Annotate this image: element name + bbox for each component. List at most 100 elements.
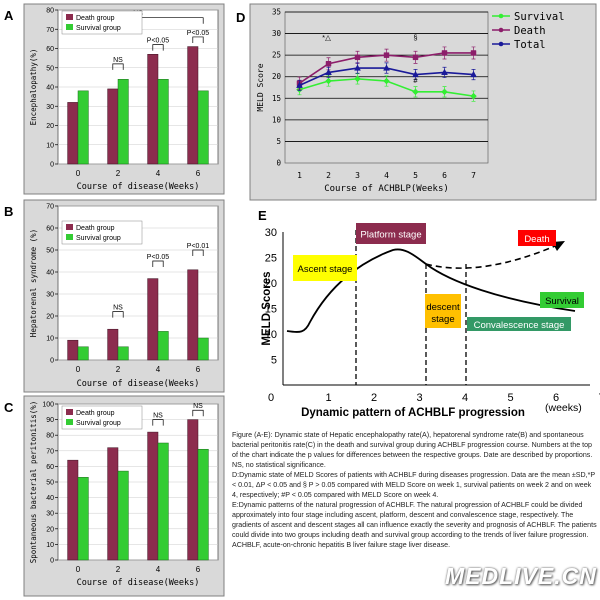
panel-e-origin-label: 0 bbox=[268, 392, 274, 404]
panel-a-survival-bar bbox=[197, 90, 209, 165]
panel-a-encephalopathy-chart: A 010203040506070800246NSP<0.05P<0.05NSD… bbox=[4, 3, 225, 195]
panel-c-legend-survival-label: Survival group bbox=[76, 420, 121, 427]
panel-d-survival-point bbox=[325, 77, 332, 85]
panel-b-significance-label: NS bbox=[113, 305, 123, 312]
panel-b-survival-bar bbox=[157, 331, 169, 361]
panel-d-y-tick-label: 20 bbox=[272, 72, 282, 81]
panel-d-survival-point bbox=[441, 88, 448, 96]
panel-b-death-bar bbox=[107, 328, 119, 361]
panel-a-legend-death-swatch bbox=[66, 14, 73, 20]
panel-e-x-tick-label: 6 bbox=[553, 392, 559, 404]
panel-e-x-tick-label: 5 bbox=[507, 392, 513, 404]
panel-d-total-point bbox=[470, 70, 477, 78]
panel-e-y-tick-label: 5 bbox=[271, 355, 277, 367]
panel-d-x-tick-label: 3 bbox=[355, 171, 360, 180]
panel-d-y-tick-label: 25 bbox=[272, 51, 281, 60]
figure-caption: Figure (A-E): Dynamic state of Hepatic e… bbox=[232, 430, 598, 550]
panel-c-y-tick-label: 60 bbox=[46, 464, 54, 471]
panel-a-death-bar bbox=[67, 102, 79, 165]
panel-e-x-axis-title: Dynamic pattern of ACHBLF progression bbox=[301, 407, 525, 419]
panel-e-descent-stage-box bbox=[425, 294, 461, 328]
caption-paragraph-e: E:Dynamic patterns of the natural progre… bbox=[232, 501, 597, 549]
panel-b-legend-box bbox=[61, 220, 143, 245]
panel-c-significance-bracket bbox=[192, 409, 204, 417]
panel-c-y-tick-label: 40 bbox=[46, 495, 54, 502]
panel-d-y-tick-label: 10 bbox=[272, 115, 282, 124]
panel-b-y-tick-label: 60 bbox=[46, 226, 54, 233]
panel-d-x-tick-label: 4 bbox=[384, 171, 389, 180]
panel-b-legend-death-swatch bbox=[66, 224, 73, 230]
panel-a-y-tick-label: 60 bbox=[46, 46, 54, 53]
panel-c-legend-death-label: Death group bbox=[76, 410, 115, 417]
panel-a-significance-bracket bbox=[112, 63, 124, 70]
panel-d-significance-mark: *△ bbox=[322, 33, 332, 42]
panel-e-ascent-stage-box bbox=[293, 255, 357, 281]
panel-c-y-tick-label: 70 bbox=[46, 448, 54, 455]
panel-b-x-tick-label: 0 bbox=[76, 365, 81, 374]
panel-b-death-bar bbox=[187, 269, 199, 361]
panel-b-y-tick-label: 0 bbox=[50, 358, 54, 365]
panel-c-legend-box bbox=[61, 405, 143, 430]
panel-c-y-tick-label: 0 bbox=[50, 558, 54, 565]
panel-d-y-tick-label: 30 bbox=[272, 29, 282, 38]
panel-b-significance-bracket bbox=[152, 260, 164, 267]
panel-d-label: D bbox=[236, 10, 245, 25]
panel-d-x-axis-title: Course of ACHBLP(Weeks) bbox=[324, 184, 449, 194]
panel-c-death-bar bbox=[147, 431, 159, 561]
panel-c-y-tick-label: 30 bbox=[46, 511, 54, 518]
panel-c-sbp-chart: C 0 10 20 30 40 50 60 70 80 90 100 0 2 4 6 NS NS Death gr… bbox=[4, 395, 225, 597]
panel-c-legend-survival-swatch bbox=[66, 419, 73, 425]
panel-e-survival-outcome-label: Survival bbox=[545, 296, 579, 307]
panel-b-hepatorenal-chart: B 0 10 20 30 40 50 60 70 0 2 4 6 NS P<0.05 P<0.01 Death… bbox=[4, 199, 225, 393]
panel-e-ascent-stage-label: Ascent stage bbox=[298, 264, 353, 275]
panel-a-x-axis-title: Course of disease(Weeks) bbox=[77, 182, 200, 192]
panel-c-survival-bar bbox=[117, 470, 129, 561]
panel-b-legend-survival-swatch bbox=[66, 234, 73, 240]
panel-a-legend-box bbox=[61, 10, 143, 35]
panel-b-label: B bbox=[4, 204, 13, 219]
panel-c-survival-bar bbox=[77, 477, 89, 561]
panel-e-death-outcome-box bbox=[518, 230, 556, 246]
panel-a-y-tick-label: 10 bbox=[46, 142, 54, 149]
panel-d-total-point bbox=[325, 68, 332, 75]
panel-a-legend-survival-swatch bbox=[66, 24, 73, 30]
panel-d-total-point bbox=[296, 81, 303, 88]
panel-d-death-point bbox=[470, 50, 477, 56]
panel-d-y-tick-label: 0 bbox=[276, 159, 281, 168]
panel-a-significance-bracket bbox=[152, 44, 164, 51]
panel-d-survival-point bbox=[354, 75, 361, 83]
panel-d-x-tick-label: 5 bbox=[413, 171, 418, 180]
panel-a-y-tick-label: 40 bbox=[46, 85, 54, 92]
panel-d-legend-survival-marker bbox=[498, 13, 504, 19]
panel-d-total-point bbox=[383, 64, 390, 71]
panel-e-x-tick-label: 7 bbox=[598, 392, 600, 404]
panel-e-y-tick-label: 25 bbox=[265, 253, 277, 265]
panel-d-significance-mark: # bbox=[413, 76, 418, 85]
panel-c-death-bar bbox=[107, 447, 119, 561]
panel-a-death-bar bbox=[107, 88, 119, 165]
panel-b-death-bar bbox=[67, 339, 79, 361]
panel-d-death-point bbox=[325, 61, 332, 67]
panel-c-label: C bbox=[4, 400, 14, 415]
panel-e-platform-stage-box bbox=[356, 223, 426, 244]
panel-d-y-tick-label: 15 bbox=[272, 94, 281, 103]
panel-a-death-bar bbox=[187, 46, 199, 165]
panel-b-x-tick-label: 6 bbox=[196, 365, 201, 374]
panel-e-convalescence-stage-box bbox=[467, 317, 571, 331]
panel-c-x-tick-label: 0 bbox=[76, 565, 81, 574]
panel-a-survival-bar bbox=[157, 79, 169, 165]
panel-e-progression-curve bbox=[286, 248, 576, 333]
panel-d-death-point bbox=[412, 54, 419, 61]
panel-e-death-branch-curve bbox=[425, 245, 556, 269]
panel-e-x-unit-label: (weeks) bbox=[545, 402, 582, 414]
panel-d-death-point bbox=[441, 50, 448, 56]
panel-c-death-bar bbox=[67, 459, 79, 561]
panel-b-survival-bar bbox=[77, 346, 89, 361]
panel-c-y-tick-label: 100 bbox=[42, 402, 54, 409]
panel-e-x-tick-label: 3 bbox=[416, 392, 422, 404]
panel-b-survival-bar bbox=[197, 337, 209, 361]
panel-a-y-tick-label: 0 bbox=[50, 162, 54, 169]
panel-e-y-tick-label: 10 bbox=[265, 329, 277, 341]
panel-c-x-tick-label: 6 bbox=[196, 565, 201, 574]
